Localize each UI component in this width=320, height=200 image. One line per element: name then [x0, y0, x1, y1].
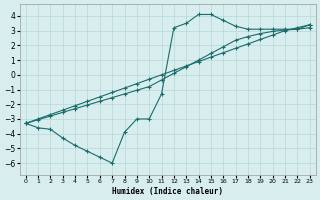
- X-axis label: Humidex (Indice chaleur): Humidex (Indice chaleur): [112, 187, 223, 196]
